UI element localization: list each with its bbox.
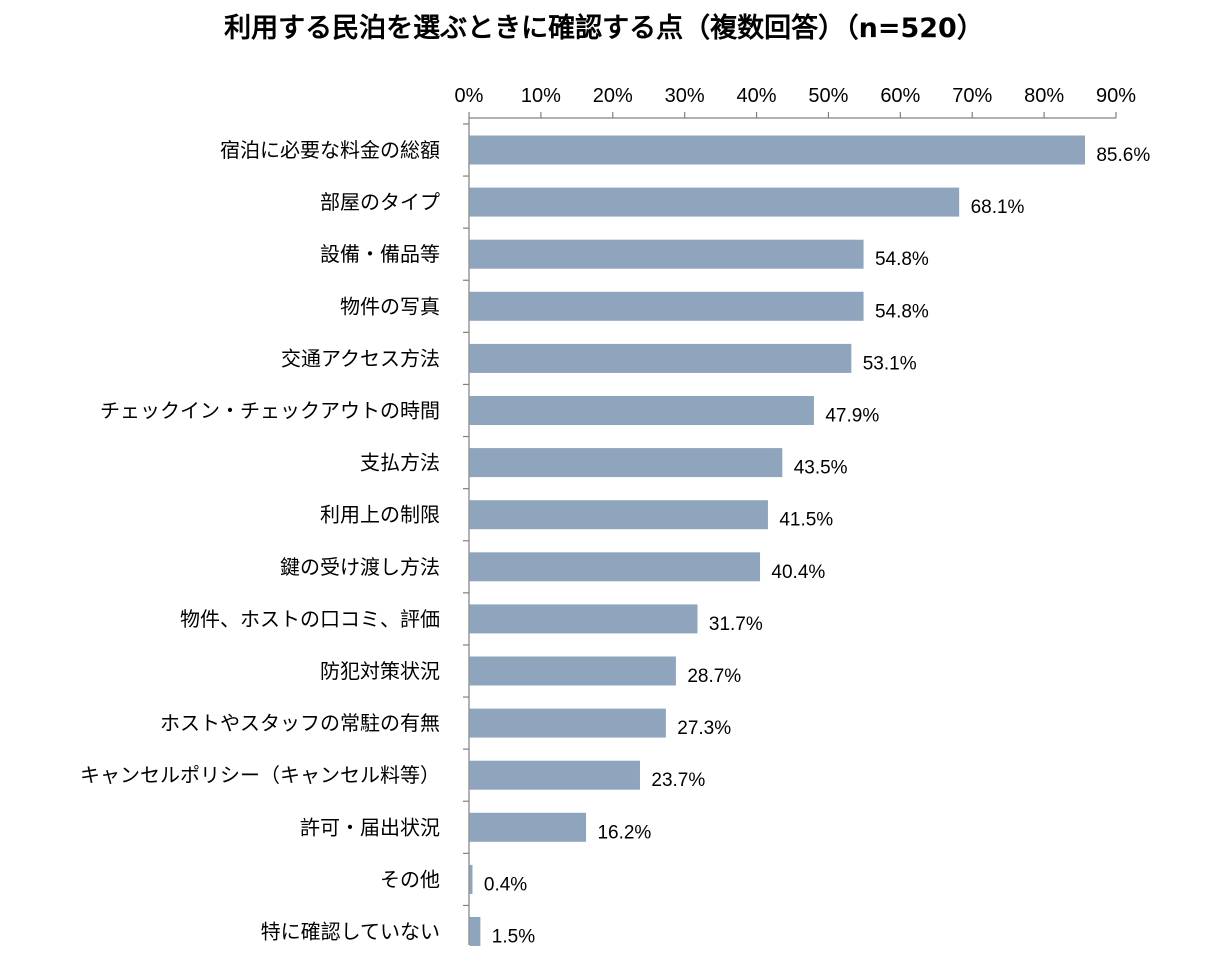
data-label: 68.1% xyxy=(971,197,1025,218)
data-label: 0.4% xyxy=(484,874,527,895)
data-label: 41.5% xyxy=(779,510,833,531)
bar xyxy=(469,552,761,582)
category-label: チェックイン・チェックアウトの時間 xyxy=(100,399,440,423)
data-label: 43.5% xyxy=(794,458,848,479)
bar xyxy=(469,448,783,478)
x-tick-label: 40% xyxy=(737,85,777,107)
category-label: 交通アクセス方法 xyxy=(281,346,440,370)
bar xyxy=(469,343,852,373)
bar xyxy=(469,239,864,269)
bar xyxy=(469,656,676,686)
data-label: 28.7% xyxy=(687,666,741,687)
x-tick-label: 30% xyxy=(665,85,705,107)
category-label: 設備・備品等 xyxy=(320,242,440,266)
x-tick-label: 20% xyxy=(593,85,633,107)
data-label: 16.2% xyxy=(597,822,651,843)
category-label: 物件の写真 xyxy=(340,294,440,318)
data-label: 31.7% xyxy=(709,614,763,635)
data-label: 23.7% xyxy=(651,770,705,791)
bar xyxy=(469,917,481,946)
category-label: 利用上の制限 xyxy=(320,503,440,527)
category-label: 物件、ホストの口コミ、評価 xyxy=(180,607,440,631)
category-label: キャンセルポリシー（キャンセル料等） xyxy=(80,763,440,787)
x-tick-label: 80% xyxy=(1024,85,1064,107)
category-label: 部屋のタイプ xyxy=(320,190,440,214)
bar xyxy=(469,500,768,530)
data-label: 1.5% xyxy=(492,927,535,948)
bar xyxy=(469,812,587,842)
category-label: 鍵の受け渡し方法 xyxy=(280,555,440,579)
bar xyxy=(469,291,864,321)
x-tick-label: 10% xyxy=(521,85,561,107)
bar xyxy=(469,864,473,894)
category-label: その他 xyxy=(380,867,440,891)
bar xyxy=(469,135,1085,165)
x-tick-label: 90% xyxy=(1096,85,1136,107)
x-tick-label: 0% xyxy=(455,85,484,107)
data-label: 53.1% xyxy=(863,353,917,374)
category-label: 特に確認していない xyxy=(261,920,440,944)
bars: 85.6% 68.1% 54.8% 54.8% 53.1% 47.9% 43.5% 41.5%… xyxy=(469,135,1150,948)
bar xyxy=(469,396,814,425)
data-label: 40.4% xyxy=(771,562,825,583)
x-axis: 0% 10% 20% 30% 40% 50% 60% 70% 80% 90% xyxy=(455,85,1136,119)
category-label: ホストやスタッフの常駐の有無 xyxy=(160,711,440,735)
bar xyxy=(469,187,960,217)
x-tick-label: 70% xyxy=(952,85,992,107)
category-label: 許可・届出状況 xyxy=(300,815,440,839)
data-label: 54.8% xyxy=(875,301,929,322)
category-label: 防犯対策状況 xyxy=(320,659,440,683)
bar xyxy=(469,604,698,634)
data-label: 54.8% xyxy=(875,249,929,270)
category-label: 支払方法 xyxy=(360,451,440,475)
x-tick-label: 50% xyxy=(808,85,848,107)
data-label: 47.9% xyxy=(825,406,879,427)
data-label: 27.3% xyxy=(677,718,731,739)
category-label: 宿泊に必要な料金の総額 xyxy=(220,138,440,162)
y-axis: 宿泊に必要な料金の総額部屋のタイプ設備・備品等物件の写真交通アクセス方法チェック… xyxy=(80,118,470,945)
x-tick-label: 60% xyxy=(880,85,920,107)
bar xyxy=(469,760,640,790)
bar xyxy=(469,708,666,738)
data-label: 85.6% xyxy=(1096,145,1150,166)
chart-title: 利用する民泊を選ぶときに確認する点（複数回答）（n=520） xyxy=(224,13,984,44)
